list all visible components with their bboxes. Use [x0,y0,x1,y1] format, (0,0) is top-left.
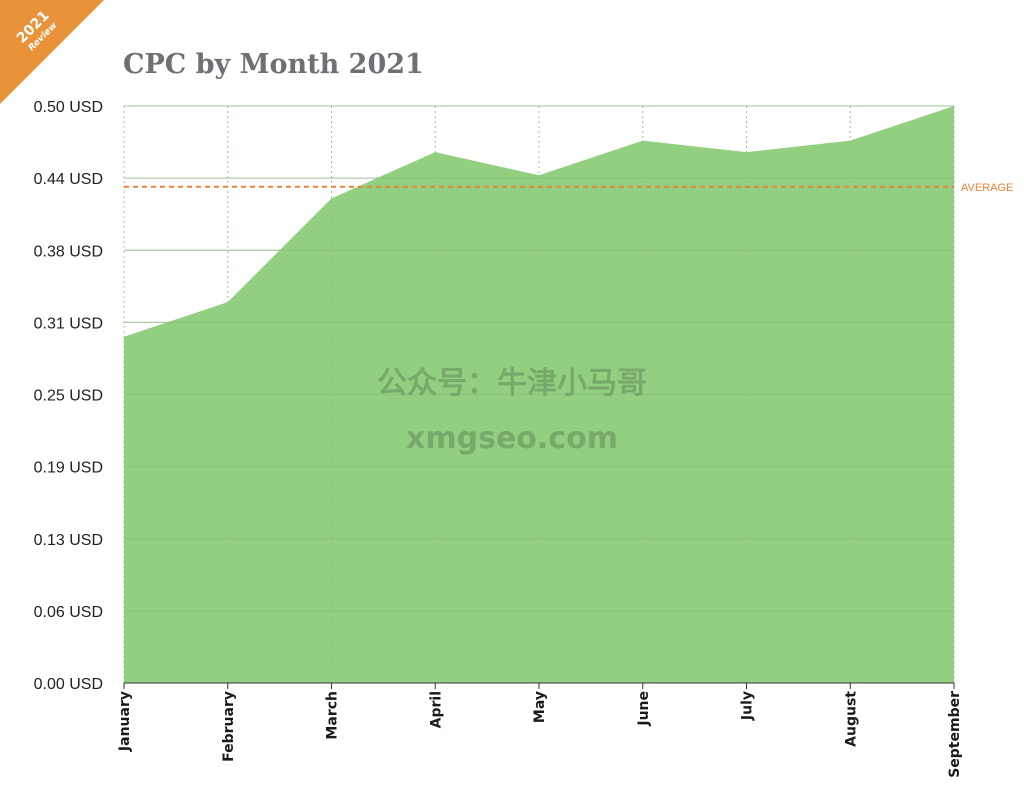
y-tick-label: 0.38 USD [34,243,103,260]
x-tick-label: July [740,691,756,721]
x-tick-label: February [221,691,237,762]
badge-ribbon [0,0,104,104]
review-badge: 2021 Review [0,0,104,104]
chart-title: CPC by Month 2021 [123,49,424,80]
y-tick-label: 0.00 USD [34,676,103,693]
axes: January February March April May June July Augu… [117,682,963,778]
y-tick-label: 0.25 USD [34,388,103,405]
x-tick-label: September [947,691,963,778]
y-tick-label: 0.50 USD [34,99,103,116]
watermark-line-2: xmgseo.com [406,421,618,456]
x-tick-label: May [532,691,548,723]
y-tick-label: 0.13 USD [34,532,103,549]
average-label: AVERAGE [961,182,1013,194]
x-tick-label: June [636,691,652,727]
y-tick-label: 0.06 USD [34,604,103,621]
x-tick-label: August [843,691,859,747]
area-series [123,105,955,684]
x-tick-label: March [325,691,341,740]
x-tick-label: April [428,691,444,728]
watermark-line-1: 公众号：牛津小马哥 [377,366,647,401]
average-line-group: AVERAGE [124,182,1013,194]
y-tick-label: 0.44 USD [34,171,103,188]
y-tick-label: 0.31 USD [34,315,103,332]
y-tick-label: 0.19 USD [34,460,103,477]
x-tick-label: January [117,691,133,752]
